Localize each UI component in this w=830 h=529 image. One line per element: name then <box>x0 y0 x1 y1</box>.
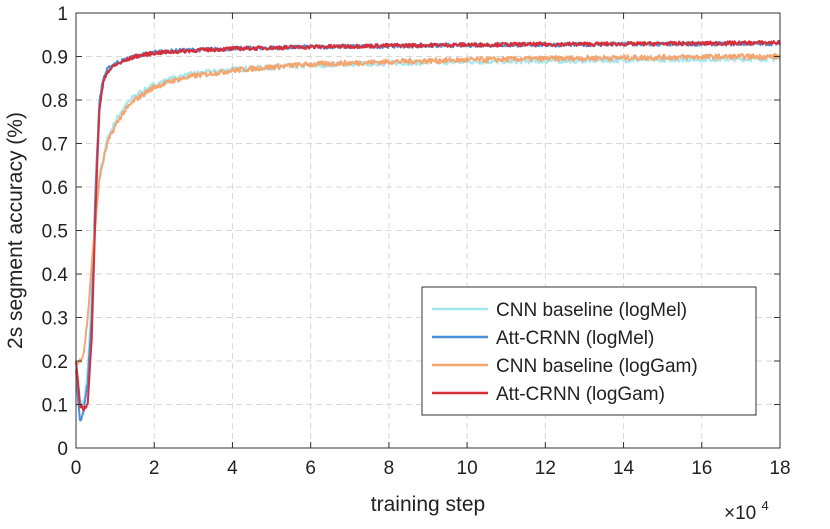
x-multiplier-base: ×10 <box>724 503 756 524</box>
x-tick-label: 4 <box>227 458 238 479</box>
y-axis-label: 2s segment accuracy (%) <box>4 112 27 349</box>
y-tick-label: 0.4 <box>42 265 69 286</box>
y-tick-label: 0 <box>57 439 68 460</box>
y-tick-label: 0.3 <box>42 309 68 330</box>
x-axis-label: training step <box>371 493 485 516</box>
y-tick-label: 0.9 <box>42 48 68 69</box>
legend-label: CNN baseline (logGam) <box>496 356 698 377</box>
x-tick-label: 12 <box>535 458 556 479</box>
x-tick-label: 14 <box>613 458 635 479</box>
x-multiplier: ×10 4 <box>724 498 769 524</box>
y-tick-label: 0.6 <box>42 178 68 199</box>
series-line-2 <box>75 53 781 366</box>
y-tick-label: 0.7 <box>42 135 68 156</box>
x-tick-label: 6 <box>305 458 316 479</box>
x-tick-label: 2 <box>149 458 160 479</box>
x-tick-label: 0 <box>71 458 82 479</box>
legend-label: CNN baseline (logMel) <box>496 300 687 321</box>
x-tick-label: 8 <box>384 458 395 479</box>
legend-label: Att-CRNN (logGam) <box>496 384 665 405</box>
x-multiplier-exponent: 4 <box>762 498 769 513</box>
legend-label: Att-CRNN (logMel) <box>496 328 654 349</box>
series-layer <box>75 39 781 422</box>
y-tick-label: 0.5 <box>42 222 68 243</box>
y-tick-label: 0.2 <box>42 352 68 373</box>
y-tick-label: 0.8 <box>42 91 68 112</box>
series-line-3 <box>75 39 781 412</box>
x-tick-label: 10 <box>457 458 478 479</box>
y-tick-label: 1 <box>57 4 68 25</box>
y-tick-label: 0.1 <box>42 396 68 417</box>
x-tick-label: 16 <box>691 458 712 479</box>
ticks: 0 2 4 6 8 10 12 14 16 18 0 0.1 0.2 0.3 0.4 0.5 0.6 0.7 0.8… <box>42 4 791 479</box>
x-tick-label: 18 <box>769 458 790 479</box>
legend: CNN baseline (logMel) Att-CRNN (logMel) CN… <box>421 286 757 416</box>
